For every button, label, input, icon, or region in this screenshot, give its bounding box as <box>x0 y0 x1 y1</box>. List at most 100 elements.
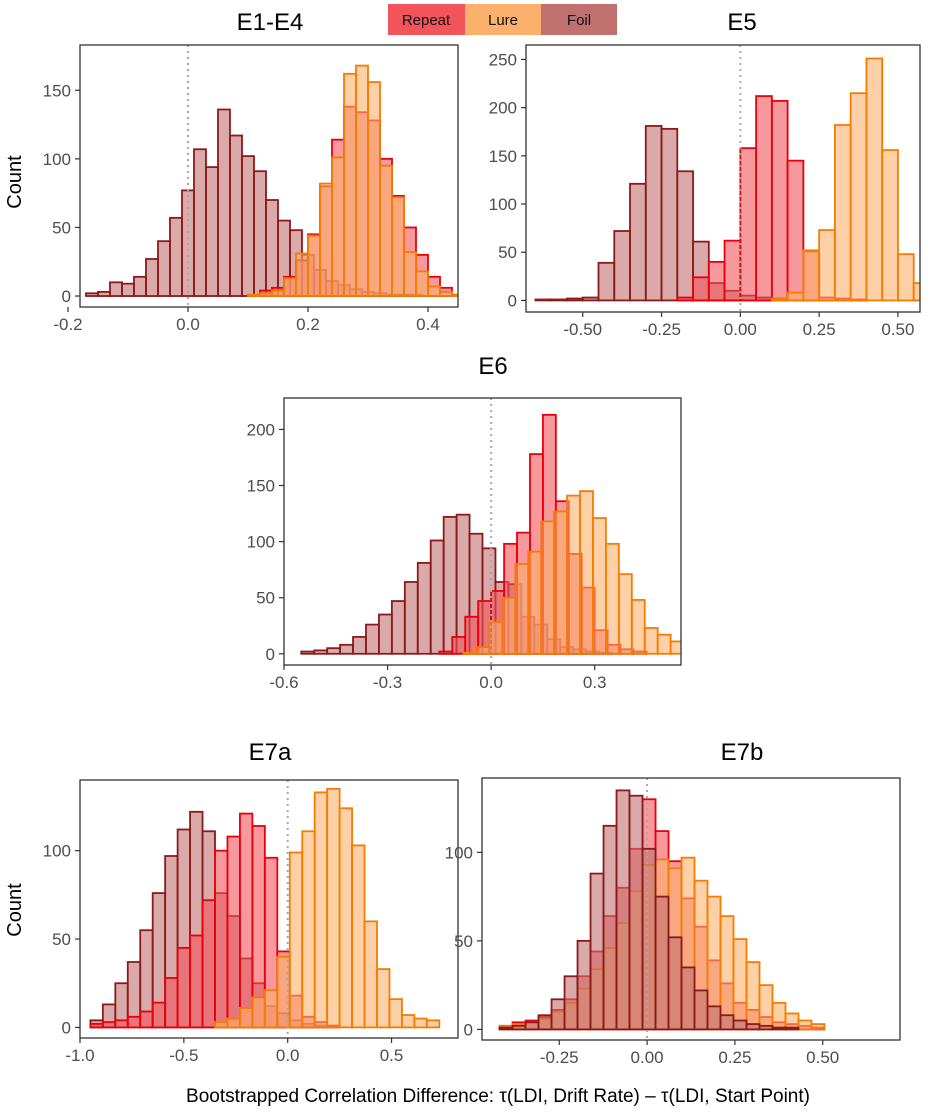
bar-foil <box>566 297 584 302</box>
bar-foil <box>157 240 171 297</box>
bar-lure <box>897 253 915 302</box>
x-tick-label: 0.25 <box>718 1048 751 1067</box>
bar-repeat <box>214 849 229 1029</box>
bar-foil <box>602 824 618 1031</box>
x-axis-label: Bootstrapped Correlation Difference: τ(L… <box>186 1086 810 1107</box>
bar-foil <box>300 650 316 655</box>
x-tick-label: -0.5 <box>169 1046 198 1065</box>
bar-foil <box>758 1024 774 1031</box>
bar-lure <box>403 251 417 297</box>
bar-lure <box>251 996 266 1029</box>
bar-lure <box>331 156 345 297</box>
y-tick-label: 150 <box>489 147 517 166</box>
bar-lure <box>319 182 333 297</box>
bar-lure <box>226 1017 241 1029</box>
bar-foil <box>378 613 393 655</box>
bar-foil <box>313 649 329 655</box>
bar-lure <box>363 920 378 1029</box>
bar-foil <box>352 636 367 655</box>
bar-lure <box>697 652 710 654</box>
bar-lure <box>797 1019 813 1031</box>
bar-foil <box>145 258 159 297</box>
panel-border <box>79 779 459 1039</box>
histogram-panel-e5: -0.50 -0.25 0.00 0.25 0.50 0 50 100 150 200 250 <box>489 44 921 339</box>
bar-foil <box>563 975 579 1031</box>
legend: Repeat Lure Foil <box>388 4 617 35</box>
panel-title-e5: E5 <box>727 9 756 36</box>
x-tick-label: 0.4 <box>416 315 440 334</box>
bar-foil <box>326 647 341 655</box>
bar-repeat <box>114 1019 129 1029</box>
bar-lure <box>425 1019 441 1029</box>
y-tick-label: 50 <box>498 243 517 262</box>
bar-foil <box>97 291 111 297</box>
bar-repeat <box>692 276 710 302</box>
y-tick-label: 50 <box>454 932 473 951</box>
bar-lure <box>355 64 369 297</box>
panel-title-e6: E6 <box>478 353 507 380</box>
legend-label-foil: Foil <box>567 12 591 29</box>
series-lure <box>462 490 710 655</box>
bar-lure <box>271 289 285 297</box>
y-tick-label: 50 <box>52 930 71 949</box>
bar-foil <box>628 794 644 1031</box>
bar-foil <box>581 296 600 302</box>
x-tick-label: -0.25 <box>642 320 681 339</box>
bar-foil <box>784 1026 800 1031</box>
bar-lure <box>376 968 391 1029</box>
bar-repeat <box>226 835 241 1029</box>
legend-swatch-repeat <box>388 4 465 35</box>
y-tick-label: 250 <box>489 50 517 69</box>
series-lure <box>214 787 441 1029</box>
bar-foil <box>589 872 605 1031</box>
bar-foil <box>253 170 267 297</box>
bar-repeat <box>723 239 742 302</box>
bar-repeat <box>164 977 179 1029</box>
bar-lure <box>415 270 429 297</box>
bar-lure <box>367 81 381 297</box>
bar-foil <box>771 1026 787 1031</box>
bar-foil <box>498 1026 514 1031</box>
bar-foil <box>641 847 657 1031</box>
y-tick-label: 100 <box>43 842 71 861</box>
x-tick-label: 0.3 <box>583 673 607 692</box>
bar-foil <box>667 936 683 1031</box>
bar-foil <box>169 216 183 297</box>
bar-lure <box>566 494 581 655</box>
bar-repeat <box>451 636 467 655</box>
bar-foil <box>524 1021 540 1031</box>
bar-lure <box>617 573 633 655</box>
bar-foil <box>732 1019 748 1031</box>
bar-lure <box>834 124 852 302</box>
x-tick-label: 0.2 <box>296 315 320 334</box>
bar-lure <box>802 249 821 302</box>
x-tick-label: 0.00 <box>631 1048 664 1067</box>
bar-foil <box>229 134 243 297</box>
y-tick-label: 0 <box>62 287 71 306</box>
bar-lure <box>401 1014 416 1029</box>
bar-lure <box>413 1017 428 1029</box>
bar-repeat <box>101 1021 117 1029</box>
legend-swatch-lure <box>465 4 541 35</box>
x-tick-label: 0.00 <box>724 320 757 339</box>
bar-repeat <box>770 100 789 302</box>
bar-lure <box>579 490 594 655</box>
bar-lure <box>214 1021 229 1029</box>
bar-foil <box>339 643 354 655</box>
bar-foil <box>193 148 207 297</box>
bar-foil <box>511 1024 527 1031</box>
bar-foil <box>534 298 553 302</box>
series-repeat <box>89 812 341 1029</box>
histogram-panel-e6: -0.6 -0.3 0.0 0.3 0 50 100 150 200 <box>247 397 710 692</box>
bar-foil <box>109 281 123 297</box>
bar-foil <box>550 298 568 302</box>
y-tick-label: 0 <box>62 1018 71 1037</box>
bar-foil <box>133 275 147 297</box>
bar-lure <box>247 293 261 297</box>
bar-lure <box>391 196 405 297</box>
bar-foil <box>576 939 592 1031</box>
bar-lure <box>338 807 353 1029</box>
y-tick-label: 150 <box>247 477 275 496</box>
panel-title-e7b: E7b <box>721 739 764 766</box>
